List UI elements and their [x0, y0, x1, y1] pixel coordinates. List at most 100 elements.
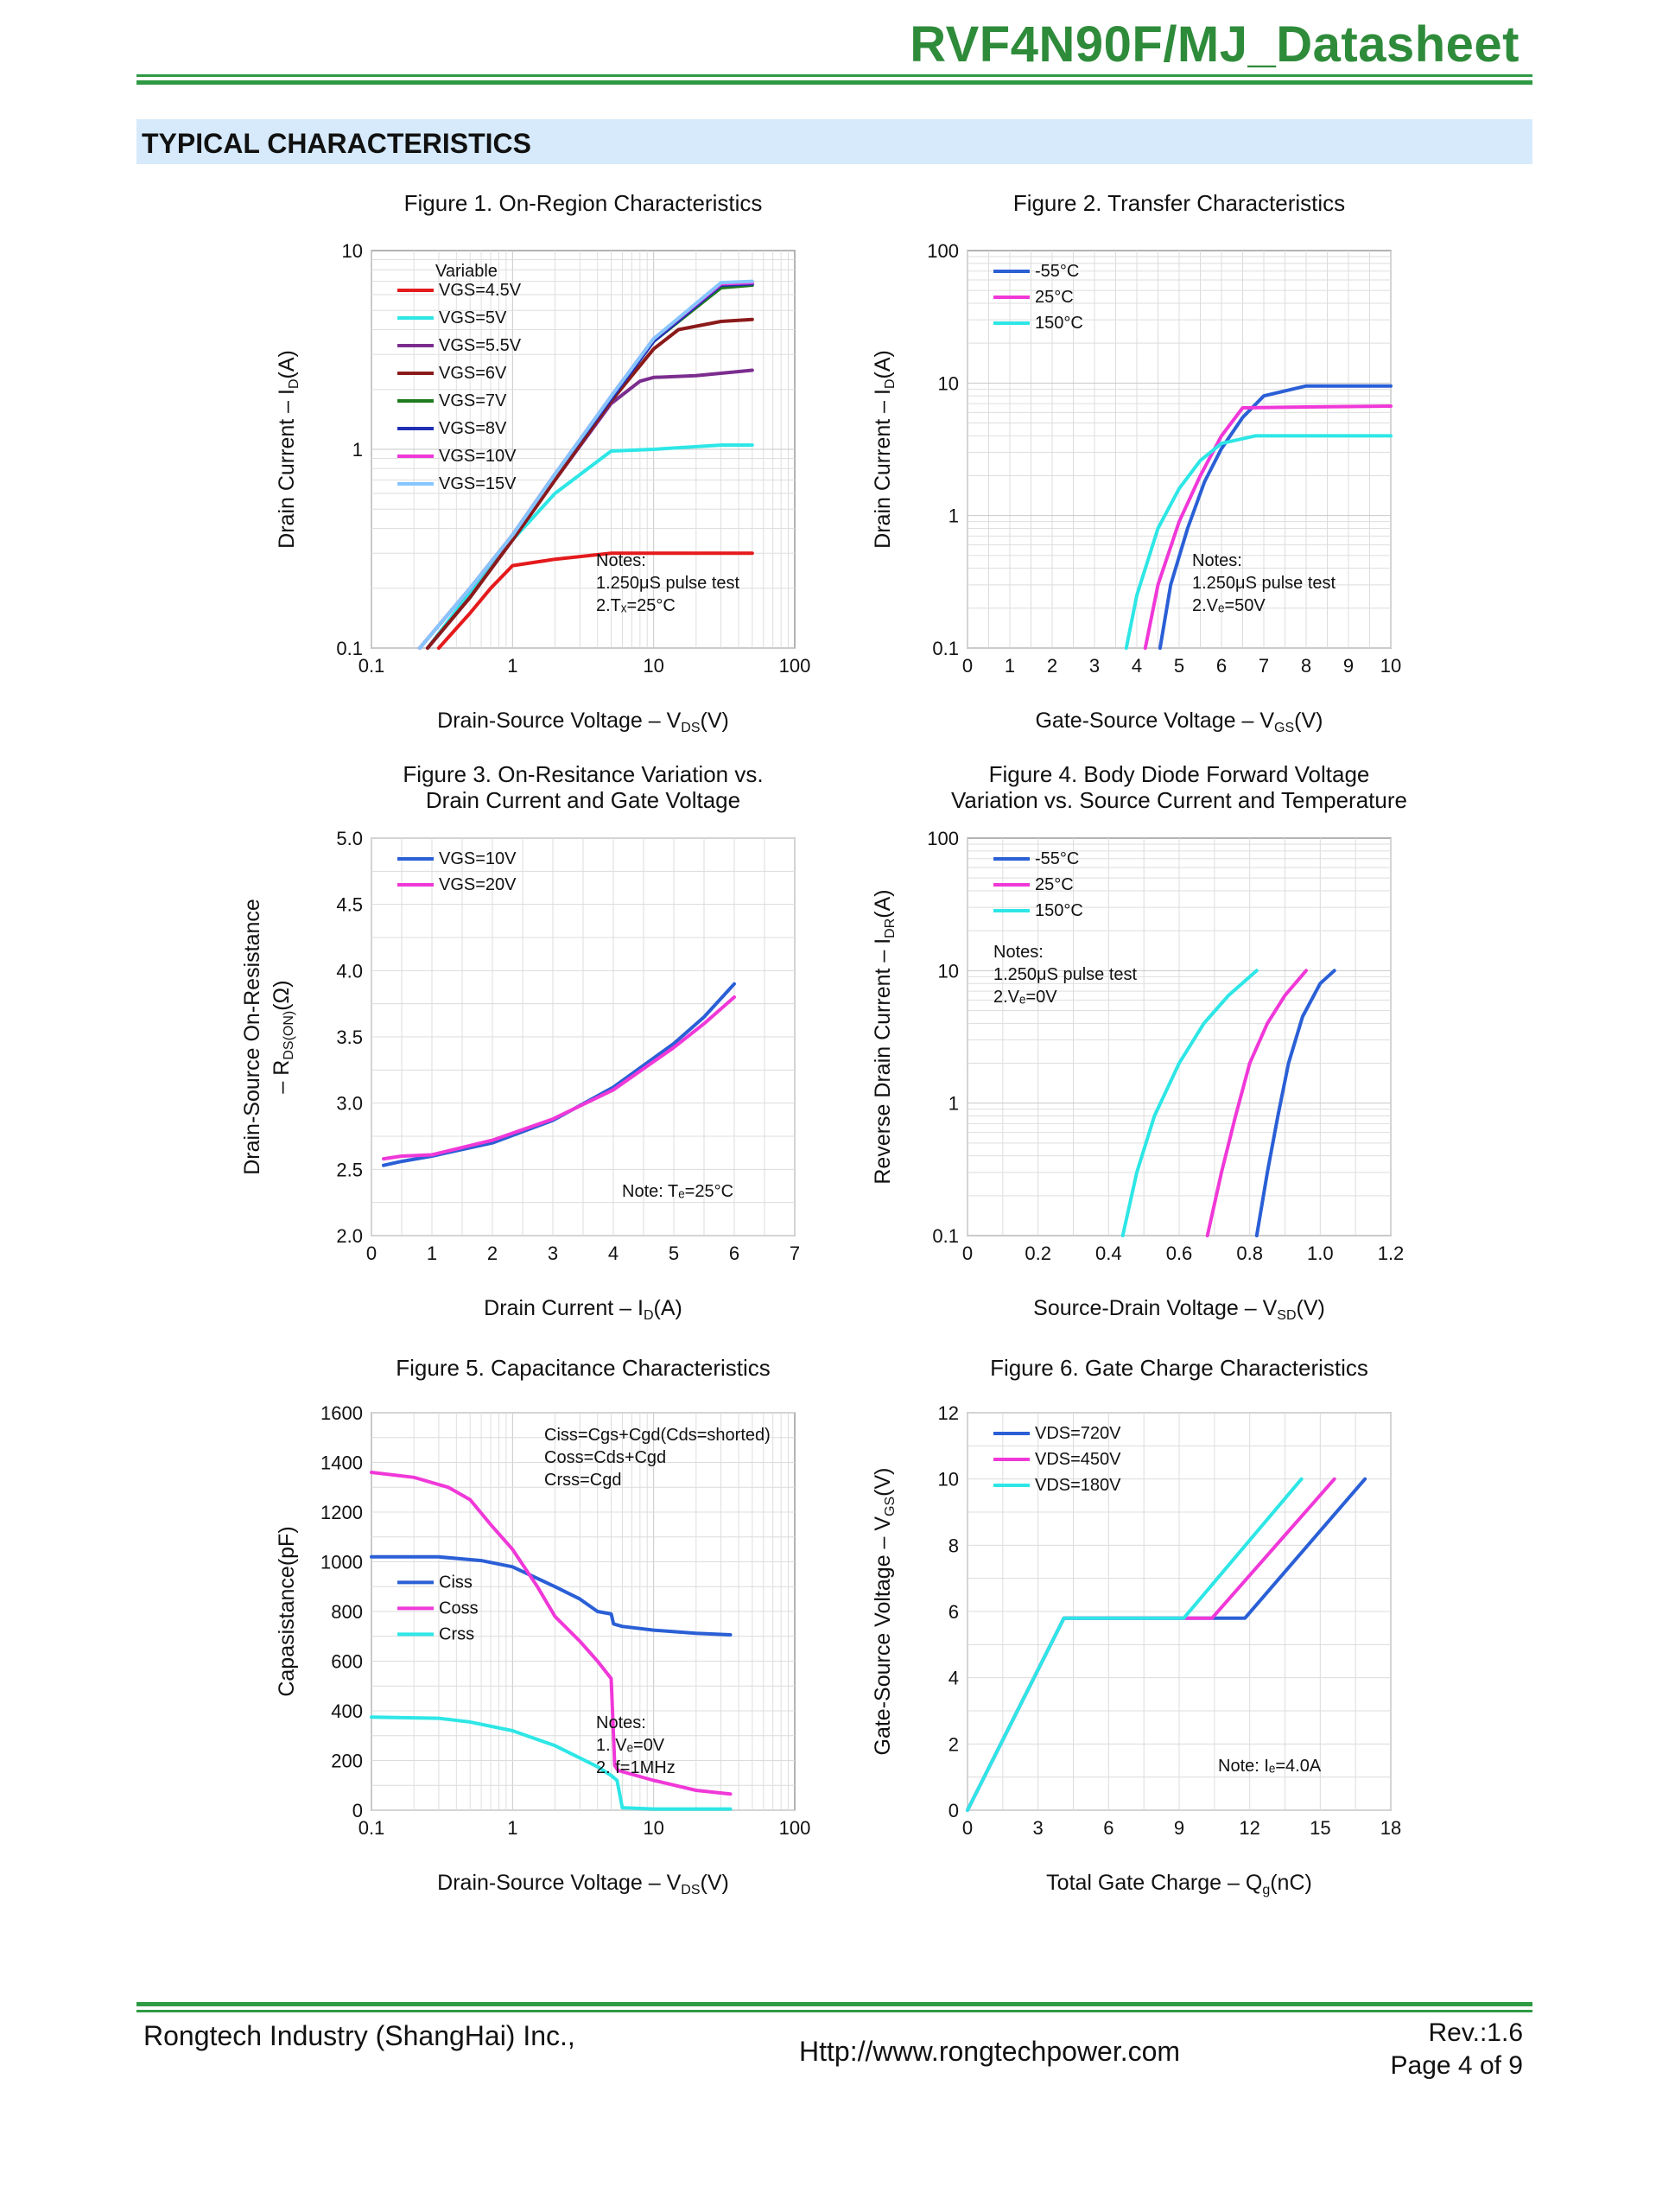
legend-label: VGS=20V: [439, 875, 517, 894]
footer-url[interactable]: Http://www.rongtechpower.com: [799, 2036, 1181, 2067]
footer-rule: [136, 2010, 1532, 2012]
legend-label: 25°C: [1035, 288, 1074, 307]
series-line: [370, 1471, 733, 1796]
x-tick-label: 6: [729, 1243, 739, 1264]
grid: [371, 1412, 795, 1811]
x-tick-label: 0.8: [1236, 1243, 1263, 1264]
chart-note: Note: Iₑ=4.0A: [1218, 1757, 1322, 1776]
y-tick-label: 1: [352, 439, 363, 461]
x-tick-label: 4: [1132, 655, 1142, 677]
y-tick-label: 0.1: [932, 1225, 959, 1247]
x-tick-label: 0.1: [358, 1817, 385, 1839]
y-tick-label: 3.0: [336, 1093, 363, 1115]
legend: -55°C 25°C 150°C: [993, 849, 1083, 920]
chart-note: Notes:: [596, 1713, 646, 1732]
figure-3-chart: Figure 3. On-Resitance Variation vs.Drai…: [240, 761, 800, 1323]
x-tick-label: 100: [779, 655, 811, 677]
legend-label: VGS=5V: [439, 308, 507, 327]
y-tick-label: 3.5: [336, 1027, 363, 1048]
legend-label: VDS=720V: [1035, 1424, 1121, 1443]
x-axis-label: Drain Current – ID(A): [484, 1296, 682, 1323]
series-line: [966, 1477, 1304, 1812]
x-tick-label: 100: [779, 1817, 811, 1839]
x-tick-label: 1: [427, 1243, 437, 1264]
y-tick-label: 10: [342, 240, 363, 262]
figure-2-chart: Figure 2. Transfer Characteristics 0 1 2 3 4 5…: [871, 190, 1401, 735]
footer-revision-block: Rev.:1.6 Page 4 of 9: [1391, 2017, 1523, 2082]
x-tick-label: 3: [1089, 655, 1100, 677]
chart-title: Figure 5. Capacitance Characteristics: [396, 1355, 771, 1381]
series-line: [426, 443, 754, 650]
y-tick-label: 10: [938, 372, 959, 394]
formula-note: Crss=Cgd: [544, 1471, 621, 1490]
y-axis-label: Gate-Source Voltage – VGS(V): [871, 1467, 898, 1755]
legend-label: VGS=6V: [439, 364, 507, 383]
legend-label: VGS=10V: [439, 447, 517, 466]
figure-1-chart: Figure 1. On-Region Characteristics 0.1 1 1…: [275, 190, 811, 735]
series-line: [1124, 434, 1393, 650]
chart-note: 2.Vₑ=0V: [993, 988, 1057, 1007]
footer-page-number: Page 4 of 9: [1390, 2051, 1523, 2080]
y-tick-label: 4.5: [336, 894, 363, 916]
x-tick-label: 3: [548, 1243, 558, 1264]
y-tick-label: 1: [949, 1093, 959, 1115]
x-axis-label: Drain-Source Voltage – VDS(V): [437, 1871, 729, 1897]
chart-title: Figure 3. On-Resitance Variation vs.: [403, 761, 763, 787]
x-tick-label: 12: [1239, 1817, 1259, 1839]
chart-note: Notes:: [1192, 551, 1242, 570]
x-tick-label: 7: [790, 1243, 800, 1264]
y-tick-label: 0.1: [932, 638, 959, 659]
x-axis-label: Drain-Source Voltage – VDS(V): [437, 709, 729, 735]
chart-note: 2.Tₓ=25°C: [596, 596, 676, 615]
formula-note: Coss=Cds+Cgd: [544, 1448, 666, 1467]
series-line: [382, 982, 736, 1167]
x-tick-label: 6: [1216, 655, 1227, 677]
x-axis-label: Total Gate Charge – Qg(nC): [1046, 1871, 1312, 1897]
chart-title: Figure 4. Body Diode Forward Voltage: [989, 761, 1370, 787]
legend-label: VGS=8V: [439, 419, 507, 438]
legend-label: VGS=10V: [439, 849, 517, 868]
figure-4-chart: Figure 4. Body Diode Forward VoltageVari…: [871, 761, 1407, 1323]
x-tick-label: 1.2: [1378, 1243, 1405, 1264]
chart-note: 2.Vₑ=50V: [1192, 596, 1266, 615]
y-tick-label: 0: [352, 1800, 363, 1821]
legend-label: Crss: [439, 1624, 474, 1643]
x-tick-label: 0: [962, 1817, 973, 1839]
series-line: [436, 551, 754, 650]
x-tick-label: 1: [507, 655, 517, 677]
chart-title: Variation vs. Source Current and Tempera…: [951, 787, 1407, 813]
chart-note: 1.250μS pulse test: [596, 574, 740, 593]
y-tick-label: 4: [949, 1668, 959, 1689]
grid: [967, 251, 1392, 649]
x-axis-label: Gate-Source Voltage – VGS(V): [1035, 709, 1323, 735]
document-title: RVF4N90F/MJ_Datasheet: [910, 16, 1520, 73]
legend: Ciss Coss Crss: [397, 1573, 479, 1643]
y-axis-label-line2: – RDS(ON)(Ω): [270, 980, 296, 1093]
x-tick-label: 2: [487, 1243, 498, 1264]
y-tick-label: 600: [331, 1651, 363, 1673]
y-tick-label: 2: [949, 1733, 959, 1755]
series-line: [1143, 404, 1393, 650]
y-tick-label: 1400: [320, 1452, 363, 1474]
x-tick-label: 9: [1343, 655, 1354, 677]
footer-rule-thick: [136, 2002, 1532, 2006]
x-tick-label: 0: [962, 1243, 973, 1264]
legend-label: VGS=5.5V: [439, 336, 522, 355]
footer-revision: Rev.:1.6: [1428, 2018, 1524, 2047]
x-tick-label: 9: [1174, 1817, 1184, 1839]
series-line: [370, 1554, 733, 1637]
x-tick-label: 5: [1174, 655, 1184, 677]
chart-title: Drain Current and Gate Voltage: [426, 787, 740, 813]
y-tick-label: 5.0: [336, 828, 363, 849]
legend-label: VDS=450V: [1035, 1450, 1121, 1469]
legend-label: VGS=4.5V: [439, 281, 522, 300]
x-tick-label: 6: [1103, 1817, 1113, 1839]
y-tick-label: 4.0: [336, 960, 363, 982]
x-tick-label: 0.4: [1095, 1243, 1122, 1264]
chart-note: 1.250μS pulse test: [993, 965, 1138, 984]
x-tick-label: 8: [1301, 655, 1311, 677]
y-tick-label: 6: [949, 1601, 959, 1623]
legend-label: Coss: [439, 1599, 479, 1618]
y-tick-label: 10: [938, 960, 959, 982]
x-tick-label: 10: [1380, 655, 1401, 677]
